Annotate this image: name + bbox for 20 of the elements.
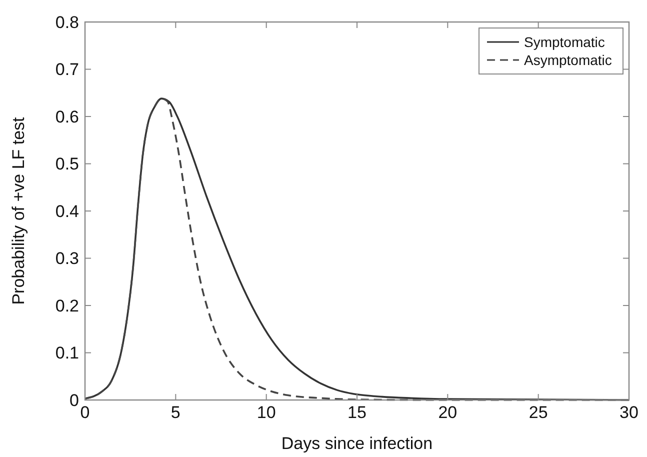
x-axis-title: Days since infection [281, 434, 433, 453]
y-tick-label: 0.6 [55, 107, 79, 126]
x-tick-label: 25 [528, 403, 548, 422]
y-tick-label: 0.8 [55, 12, 79, 32]
y-tick-label: 0.5 [55, 154, 79, 174]
x-tick-label: 5 [170, 403, 180, 422]
y-tick-label: 0.7 [55, 60, 79, 80]
y-tick-label: 0.1 [55, 344, 79, 363]
y-tick-label: 0 [70, 390, 79, 410]
x-tick-label: 30 [620, 403, 638, 422]
y-tick-label: 0.2 [55, 296, 79, 316]
y-tick-label: 0.3 [55, 249, 79, 268]
x-tick-label: 10 [256, 403, 276, 422]
legend-label: Asymptomatic [524, 52, 612, 68]
x-tick-label: 20 [438, 403, 458, 422]
x-tick-label: 15 [348, 403, 366, 422]
y-axis-title: Probability of +ve LF test [9, 116, 28, 305]
y-tick-label: 0.4 [55, 202, 79, 221]
legend-label: Symptomatic [524, 34, 605, 50]
line-series [84, 98, 630, 401]
